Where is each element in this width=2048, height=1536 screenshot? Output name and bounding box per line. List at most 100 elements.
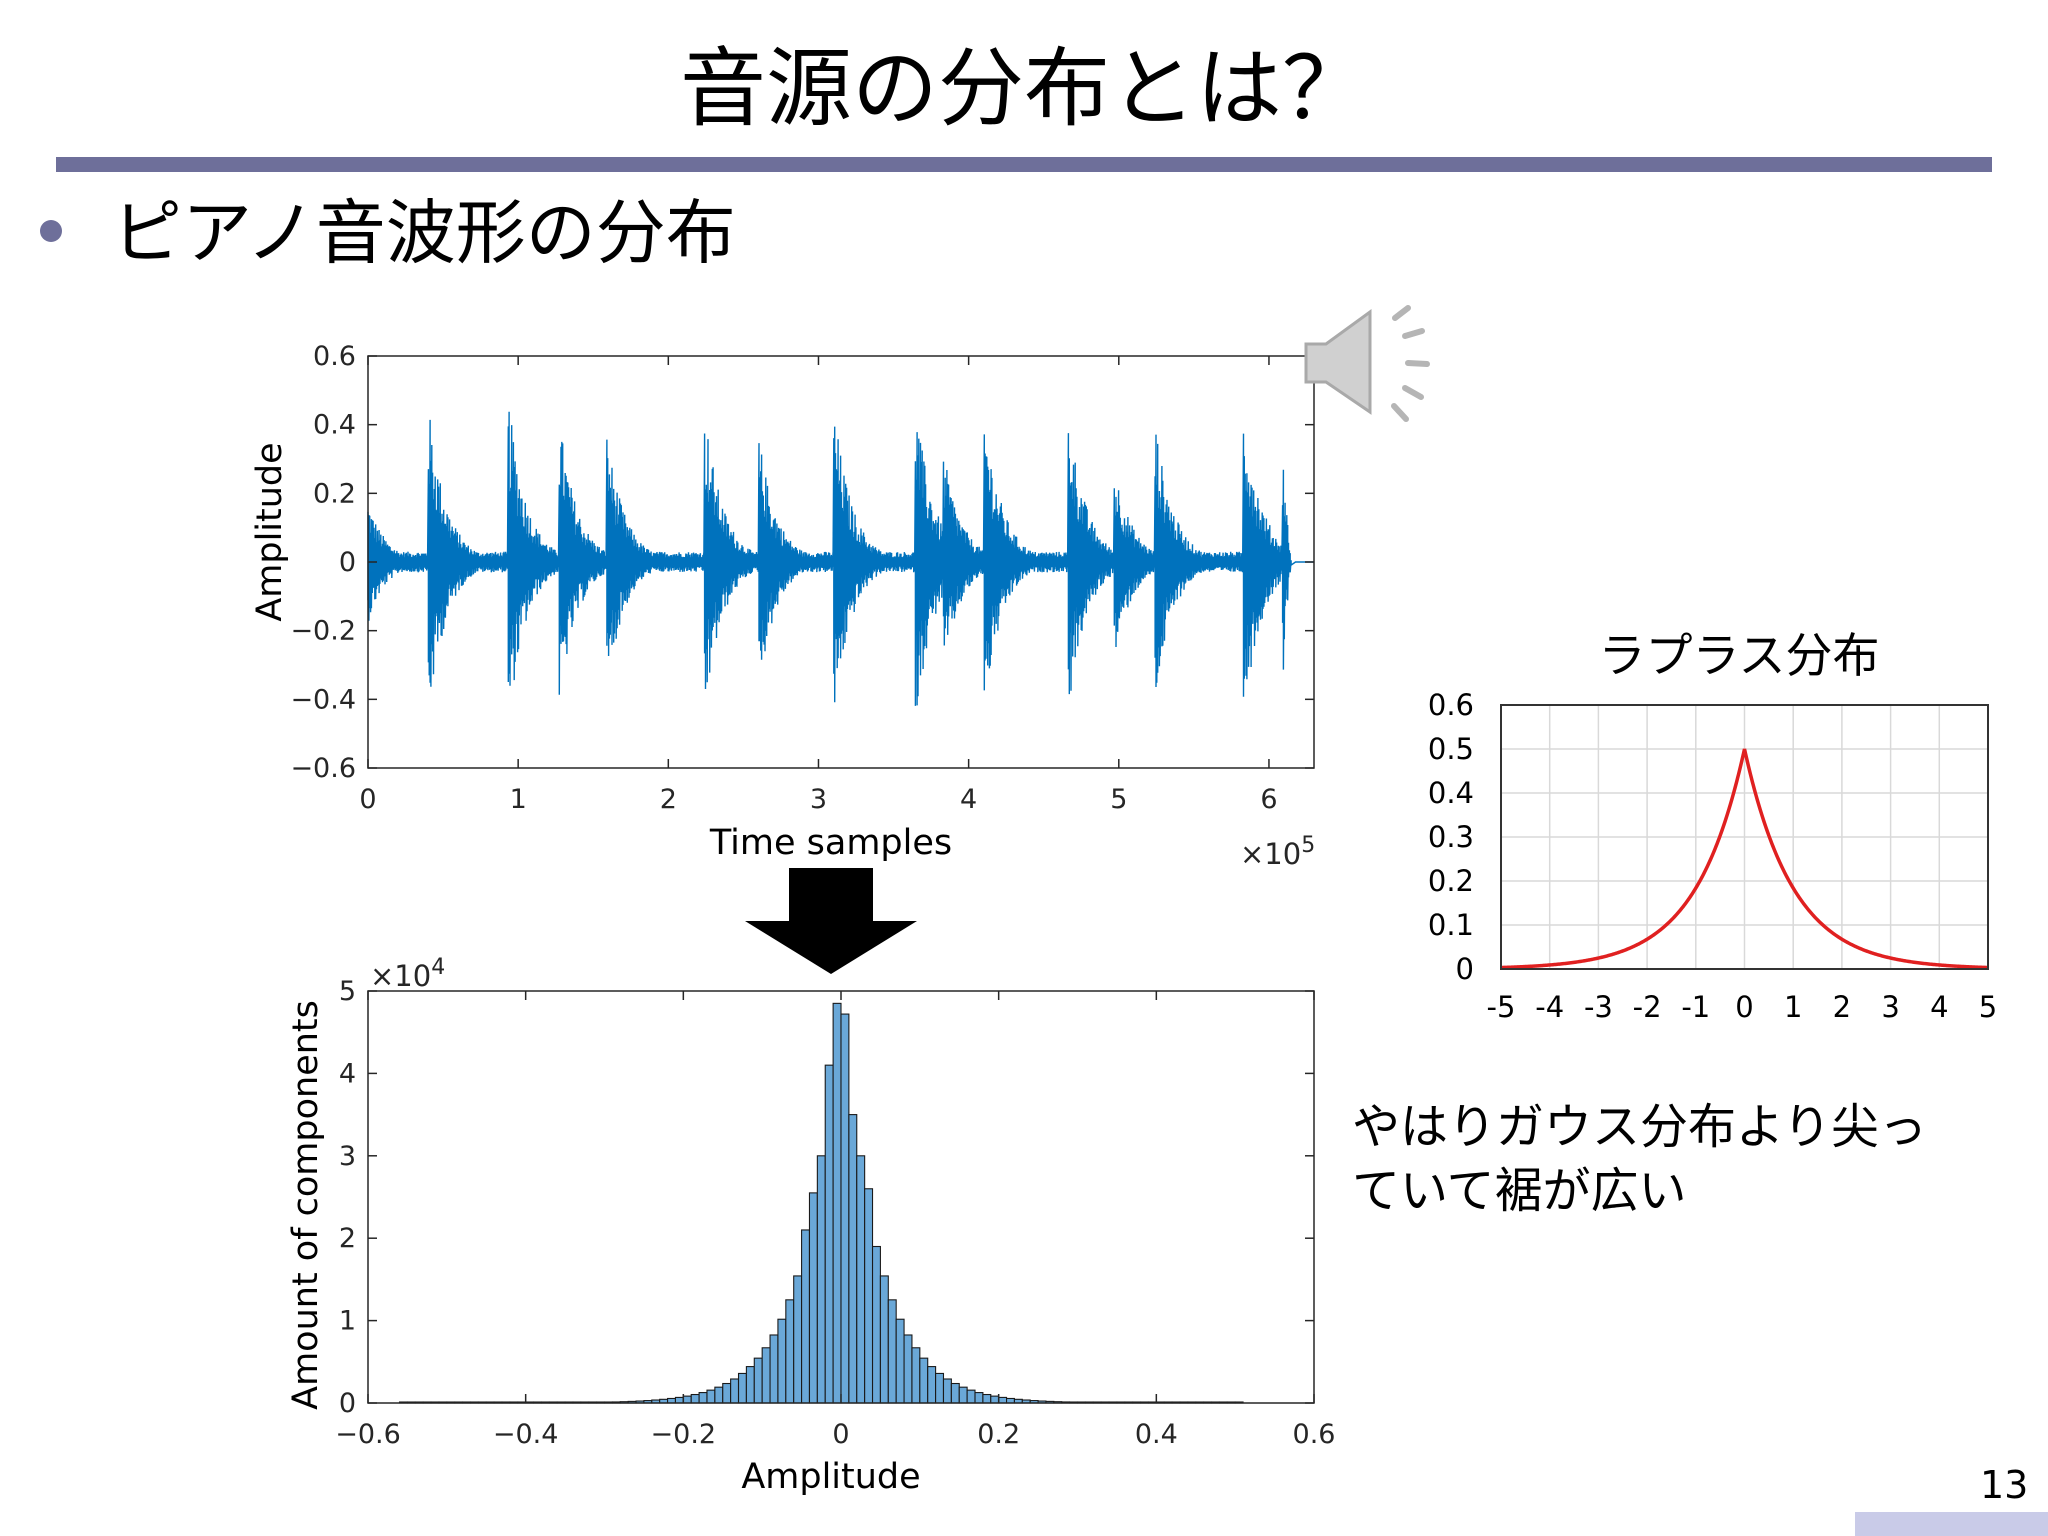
waveform-y-tick-label: 0.2 <box>313 478 356 509</box>
down-arrow-icon <box>745 868 917 974</box>
waveform-x-tick-label: 6 <box>1260 784 1277 815</box>
histogram-x-tick-label: −0.6 <box>335 1419 401 1450</box>
laplace-x-tick-label: -2 <box>1633 990 1662 1024</box>
histogram-bar <box>942 1378 952 1404</box>
laplace-chart-title: ラプラス分布 <box>1598 629 1879 684</box>
waveform-x-tick-label: 0 <box>359 784 376 815</box>
histogram-bar <box>958 1386 968 1404</box>
histogram-x-tick-label: 0.6 <box>1293 1419 1336 1450</box>
histogram-bar <box>737 1372 747 1404</box>
histogram-y-tick-label: 0 <box>339 1388 356 1419</box>
histogram-y-tick-label: 2 <box>339 1223 356 1254</box>
histogram-x-tick-label: 0.2 <box>977 1419 1020 1450</box>
histogram-bar <box>911 1347 921 1404</box>
histogram-bar <box>990 1395 1000 1404</box>
histogram-bar <box>785 1299 795 1404</box>
histogram-bar <box>982 1393 992 1404</box>
laplace-x-tick-label: 0 <box>1735 990 1753 1024</box>
speaker-icon[interactable] <box>1304 305 1430 422</box>
laplace-x-tick-label: -3 <box>1584 990 1613 1024</box>
histogram-bar <box>682 1395 692 1404</box>
histogram-bar <box>950 1382 960 1404</box>
bullet-marker <box>40 220 62 242</box>
laplace-y-tick-label: 0 <box>1456 952 1474 986</box>
histogram-x-axis-label: Amplitude <box>741 1457 920 1497</box>
laplace-x-tick-label: -5 <box>1487 990 1516 1024</box>
histogram-y-tick-label: 5 <box>339 976 356 1007</box>
waveform-y-axis-label: Amplitude <box>250 442 290 621</box>
histogram-bar <box>706 1389 716 1404</box>
waveform-y-tick-label: 0.4 <box>313 410 356 441</box>
histogram-bar <box>698 1392 708 1404</box>
waveform-y-tick-label: −0.2 <box>290 616 356 647</box>
laplace-x-tick-label: 3 <box>1881 990 1899 1024</box>
laplace-chart: ラプラス分布 -5 -4 -3 -2 -1 0 1 2 3 4 500.10.20.30.40.50… <box>1428 629 1997 1024</box>
histogram-bar <box>832 1002 842 1404</box>
waveform-y-tick-label: 0 <box>339 547 356 578</box>
waveform-y-tick-label: −0.4 <box>290 684 356 715</box>
histogram-bar <box>745 1366 755 1404</box>
histogram-bar <box>840 1013 850 1404</box>
histogram-x-tick-label: −0.4 <box>493 1419 559 1450</box>
page-number: 13 <box>1980 1463 2029 1507</box>
waveform-y-tick-label: 0.6 <box>313 341 356 372</box>
histogram-bar <box>919 1357 929 1404</box>
laplace-y-tick-label: 0.3 <box>1428 820 1474 854</box>
waveform-series-line <box>367 411 1314 706</box>
title-underline <box>56 157 1992 172</box>
waveform-x-tick-label: 2 <box>660 784 677 815</box>
histogram-bar <box>769 1334 779 1404</box>
histogram-y-axis-label: Amount of components <box>286 1000 326 1410</box>
waveform-x-axis-label: Time samples <box>709 823 952 863</box>
histogram-bar <box>730 1378 740 1404</box>
remark-text: やはりガウス分布より尖っ ていて裾が広い <box>1352 1099 1928 1219</box>
laplace-x-tick-label: -4 <box>1535 990 1564 1024</box>
laplace-x-tick-label: 4 <box>1930 990 1948 1024</box>
laplace-y-tick-label: 0.5 <box>1428 732 1474 766</box>
histogram-bar <box>690 1393 700 1404</box>
laplace-x-tick-label: 5 <box>1979 990 1997 1024</box>
histogram-bar <box>895 1318 905 1404</box>
histogram-bar <box>927 1366 937 1404</box>
laplace-series-line <box>1500 748 1989 970</box>
histogram-bar <box>871 1245 881 1404</box>
histogram-bar <box>824 1064 834 1404</box>
histogram-bar <box>816 1155 826 1404</box>
histogram-x-tick-label: −0.2 <box>651 1419 717 1450</box>
laplace-axes-box <box>1500 704 1989 970</box>
laplace-y-tick-label: 0.1 <box>1428 908 1474 942</box>
histogram-bar <box>761 1347 771 1404</box>
histogram-y-tick-label: 4 <box>339 1058 356 1089</box>
histogram-x-tick-label: 0.4 <box>1135 1419 1178 1450</box>
histogram-bar <box>801 1229 811 1404</box>
histogram-bar <box>998 1396 1008 1404</box>
laplace-y-tick-label: 0.4 <box>1428 776 1474 810</box>
histogram-bar <box>722 1382 732 1404</box>
histogram-y-multiplier: ×104 <box>370 955 445 993</box>
waveform-x-tick-label: 5 <box>1110 784 1127 815</box>
histogram-chart: −0.6 −0.4 −0.2 0 0.2 0.4 0.6 0 1 2 3 4 5 Amplitude A… <box>286 955 1335 1497</box>
bullet-text: ピアノ音波形の分布 <box>112 192 736 274</box>
histogram-bar <box>848 1114 858 1404</box>
laplace-x-tick-label: -1 <box>1681 990 1710 1024</box>
histogram-bar <box>966 1389 976 1404</box>
laplace-x-tick-label: 2 <box>1833 990 1851 1024</box>
histogram-bar <box>674 1396 684 1404</box>
laplace-y-tick-label: 0.2 <box>1428 864 1474 898</box>
histogram-bar <box>974 1392 984 1404</box>
histogram-bar <box>793 1275 803 1404</box>
histogram-y-tick-label: 3 <box>339 1141 356 1172</box>
histogram-bar <box>864 1188 874 1404</box>
slide-title: 音源の分布とは？ <box>680 39 1368 139</box>
histogram-y-tick-label: 1 <box>339 1306 356 1337</box>
histogram-bar <box>903 1334 913 1404</box>
laplace-x-tick-label: 1 <box>1784 990 1802 1024</box>
histogram-bar <box>753 1357 763 1404</box>
waveform-x-multiplier: ×105 <box>1240 833 1315 871</box>
waveform-x-tick-label: 4 <box>960 784 977 815</box>
histogram-x-tick-label: 0 <box>832 1419 849 1450</box>
laplace-y-tick-label: 0.6 <box>1428 688 1474 722</box>
histogram-bar <box>887 1299 897 1404</box>
histogram-bar <box>714 1386 724 1404</box>
